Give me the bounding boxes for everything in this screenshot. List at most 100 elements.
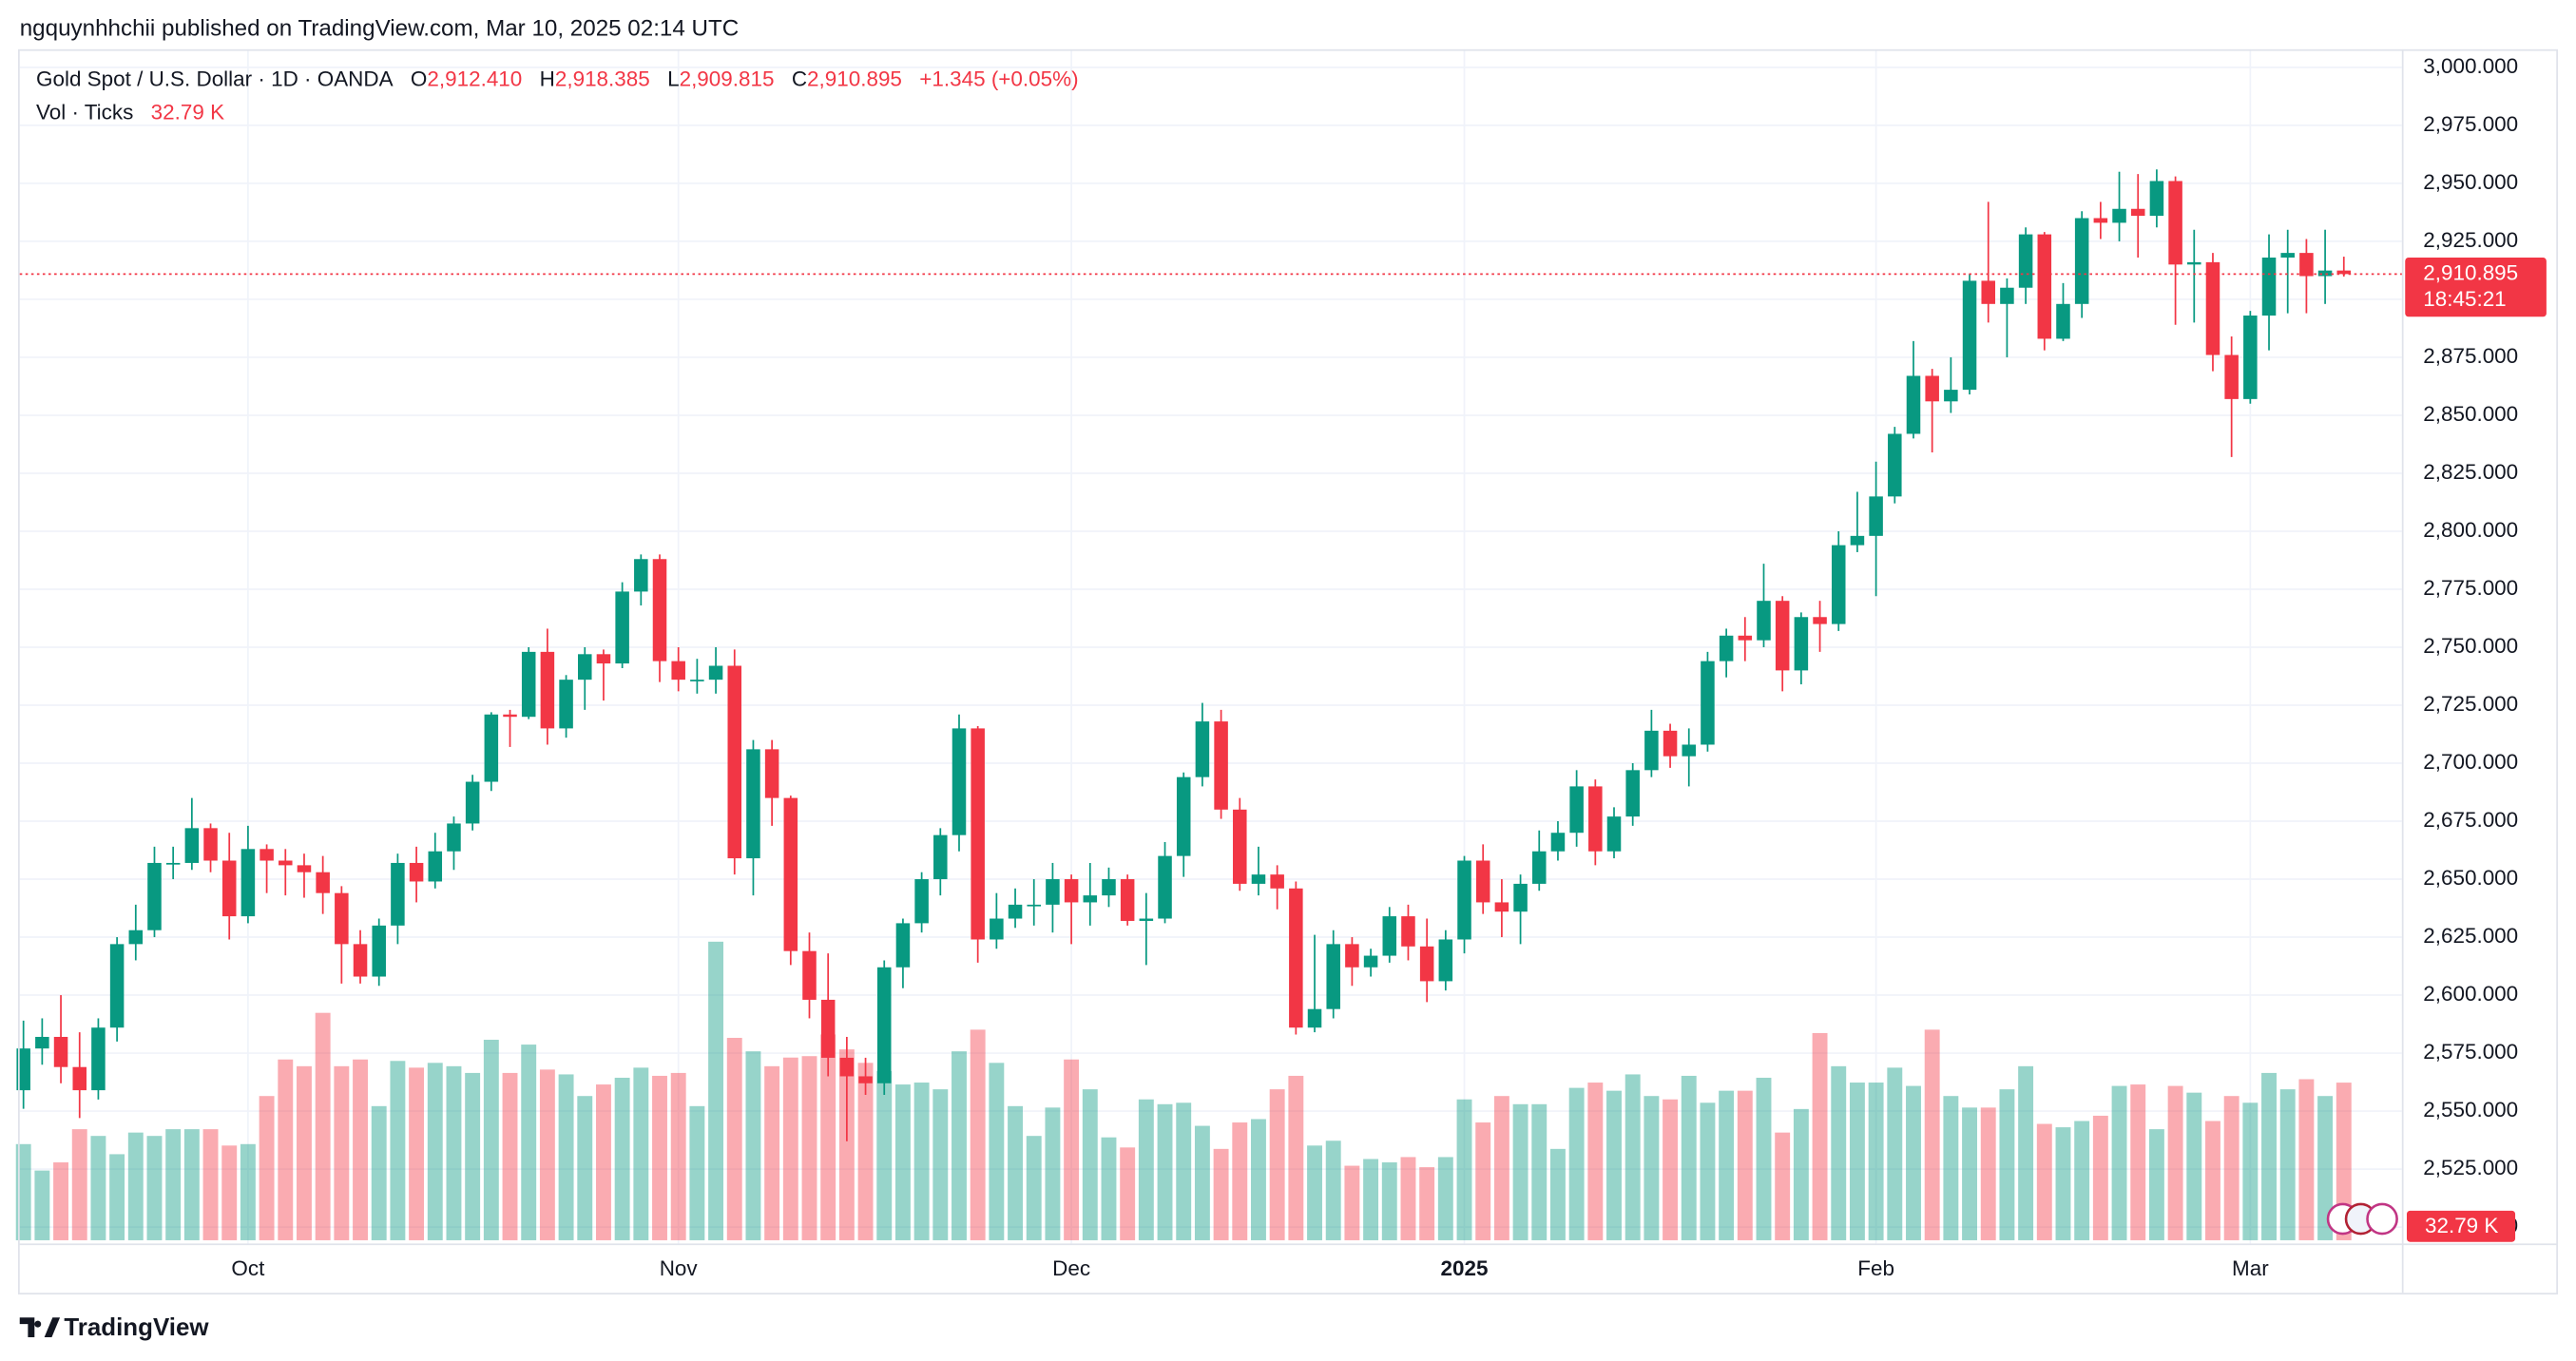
brand-name: TradingView bbox=[64, 1314, 209, 1341]
x-tick-label: Feb bbox=[1857, 1256, 1894, 1280]
candle-body bbox=[409, 862, 424, 882]
candle-body bbox=[876, 967, 892, 1083]
candle-body bbox=[53, 1036, 68, 1067]
candle-body bbox=[2149, 181, 2164, 217]
volume-bar bbox=[1624, 1074, 1641, 1240]
candle-body bbox=[839, 1057, 855, 1077]
candle-body bbox=[279, 860, 293, 866]
y-tick-label: 2,550.000 bbox=[2423, 1098, 2518, 1121]
volume-bar bbox=[1700, 1102, 1716, 1240]
volume-bar bbox=[1531, 1103, 1548, 1240]
chart-frame bbox=[18, 48, 2558, 1294]
candle-body bbox=[1850, 535, 1865, 546]
volume-bar bbox=[1045, 1107, 1061, 1240]
volume-bar bbox=[1663, 1099, 1679, 1240]
volume-bar bbox=[1213, 1148, 1229, 1240]
candle-body bbox=[147, 862, 162, 930]
candle-body bbox=[2261, 258, 2277, 316]
legend-low-label: L bbox=[667, 67, 679, 91]
volume-bar bbox=[183, 1129, 200, 1240]
legend-close-label: C bbox=[792, 67, 807, 91]
volume-bar bbox=[1737, 1090, 1753, 1240]
x-tick-label: 2025 bbox=[1441, 1256, 1489, 1280]
volume-bar bbox=[165, 1129, 182, 1240]
volume-bar bbox=[1008, 1105, 1023, 1240]
volume-bar bbox=[2148, 1129, 2164, 1240]
volume-bar bbox=[1026, 1136, 1042, 1240]
brand-logo bbox=[19, 1317, 61, 1337]
candle-body bbox=[1102, 879, 1116, 896]
candle-body bbox=[35, 1036, 49, 1049]
volume-bar bbox=[1194, 1125, 1210, 1240]
volume-bar bbox=[801, 1056, 817, 1240]
volume-bar bbox=[465, 1072, 481, 1240]
y-tick-label: 2,800.000 bbox=[2423, 518, 2518, 542]
volume-bar bbox=[1849, 1083, 1865, 1240]
volume-bar bbox=[1906, 1085, 1921, 1240]
volume-bar bbox=[521, 1045, 537, 1240]
volume-bar bbox=[670, 1072, 686, 1240]
y-tick-label: 2,525.000 bbox=[2423, 1156, 2518, 1179]
candle-body bbox=[447, 823, 461, 852]
volume-bar bbox=[371, 1105, 387, 1240]
volume-bar bbox=[1775, 1132, 1791, 1240]
candle-body bbox=[1363, 955, 1378, 968]
volume-bar bbox=[1606, 1090, 1622, 1240]
candle-body bbox=[316, 872, 330, 893]
volume-bar bbox=[334, 1065, 350, 1240]
legend-open: 2,912.410 bbox=[427, 67, 522, 91]
candle-body bbox=[671, 661, 685, 680]
candle-body bbox=[1813, 617, 1827, 624]
candle-body bbox=[895, 923, 911, 968]
volume-bar bbox=[502, 1072, 518, 1240]
volume-bar bbox=[1176, 1102, 1192, 1240]
volume-bar bbox=[2036, 1123, 2052, 1240]
volume-bar bbox=[2205, 1121, 2220, 1240]
candle-body bbox=[109, 944, 125, 1028]
candle-body bbox=[1064, 879, 1079, 903]
candle-body bbox=[1606, 816, 1622, 852]
candle-body bbox=[184, 828, 200, 863]
volume-bar bbox=[146, 1136, 163, 1240]
candle-body bbox=[914, 879, 929, 924]
candle-body bbox=[1550, 833, 1566, 852]
candle-body bbox=[1701, 661, 1715, 745]
volume-bar bbox=[894, 1084, 911, 1240]
legend-change: +1.345 (+0.05%) bbox=[919, 67, 1078, 91]
volume-bar bbox=[820, 1034, 836, 1240]
candle-body bbox=[971, 728, 985, 940]
candle-body bbox=[1794, 617, 1809, 671]
volume-bar bbox=[857, 1063, 874, 1240]
candle-body bbox=[335, 892, 349, 945]
candle-body bbox=[1046, 879, 1060, 905]
volume-layer bbox=[15, 941, 2352, 1240]
candle-body bbox=[1757, 601, 1771, 641]
volume-bar bbox=[708, 941, 724, 1240]
volume-bar bbox=[1307, 1145, 1322, 1240]
volume-bar bbox=[1064, 1059, 1080, 1240]
volume-bar bbox=[1325, 1141, 1341, 1240]
candle-body bbox=[559, 680, 573, 729]
candle-body bbox=[503, 714, 517, 718]
candle-body bbox=[1345, 944, 1359, 968]
candle-body bbox=[2224, 355, 2239, 399]
volume-bar bbox=[409, 1067, 425, 1240]
y-tick-label: 2,675.000 bbox=[2423, 808, 2518, 832]
y-tick-label: 2,750.000 bbox=[2423, 634, 2518, 658]
volume-bar bbox=[726, 1037, 742, 1240]
candle-body bbox=[634, 559, 648, 592]
candle-body bbox=[1027, 904, 1041, 907]
volume-bar bbox=[109, 1154, 125, 1240]
volume-bar bbox=[2074, 1121, 2090, 1240]
volume-bar bbox=[2130, 1084, 2146, 1240]
candle-body bbox=[260, 849, 274, 861]
volume-bar bbox=[2111, 1085, 2127, 1240]
candle-body bbox=[128, 930, 144, 945]
volume-bar bbox=[1232, 1122, 1248, 1240]
candle-body bbox=[2280, 253, 2295, 259]
x-tick-label: Mar bbox=[2232, 1256, 2269, 1280]
volume-bar bbox=[1999, 1089, 2015, 1240]
candle-body bbox=[1888, 433, 1902, 497]
volume-bar bbox=[2261, 1072, 2277, 1240]
